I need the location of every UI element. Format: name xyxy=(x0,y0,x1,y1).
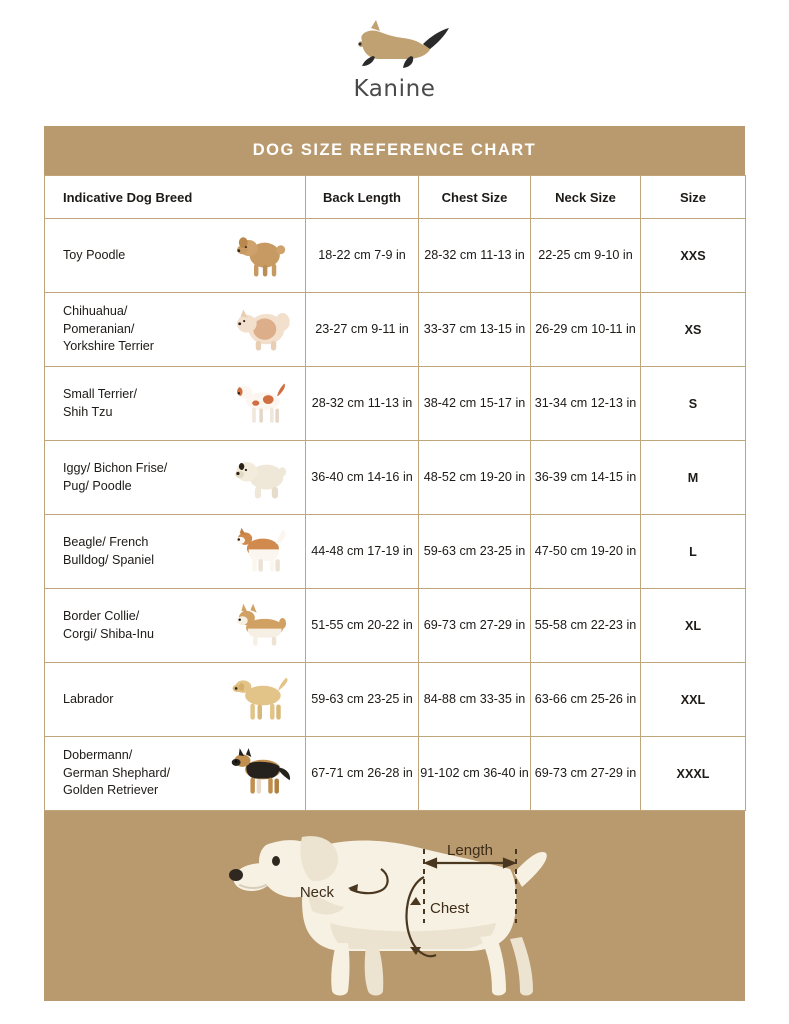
small-terrier-icon xyxy=(225,373,299,435)
table-row: Iggy/ Bichon Frise/ Pug/ Poodle xyxy=(44,440,746,515)
breed-cell: Small Terrier/ Shih Tzu xyxy=(44,366,306,441)
column-header-size: Size xyxy=(640,175,746,219)
chest-size-cell: 38-42 cm 15-17 in xyxy=(418,366,531,441)
neck-size-cell: 36-39 cm 14-15 in xyxy=(530,440,641,515)
breed-name: Chihuahua/ Pomeranian/ Yorkshire Terrier xyxy=(63,303,154,354)
table-row: Toy Poodle xyxy=(44,218,746,293)
back-length-cell: 36-40 cm 14-16 in xyxy=(305,440,419,515)
chest-label: Chest xyxy=(430,900,470,917)
size-cell: XXS xyxy=(640,218,746,293)
neck-size-cell: 55-58 cm 22-23 in xyxy=(530,588,641,663)
breed-name: Labrador xyxy=(63,691,114,706)
size-cell: XXL xyxy=(640,662,746,737)
neck-size-cell: 69-73 cm 27-29 in xyxy=(530,736,641,811)
chart-title: DOG SIZE REFERENCE CHART xyxy=(252,141,537,159)
size-cell: XXXL xyxy=(640,736,746,811)
back-length-cell: 18-22 cm 7-9 in xyxy=(305,218,419,293)
neck-size-cell: 47-50 cm 19-20 in xyxy=(530,514,641,589)
pug-icon xyxy=(225,447,299,509)
column-header-back-length: Back Length xyxy=(305,175,419,219)
german-shepherd-icon xyxy=(225,743,299,805)
breed-name: Border Collie/ Corgi/ Shiba-Inu xyxy=(63,608,155,641)
size-cell: L xyxy=(640,514,746,589)
column-header-neck-size: Neck Size xyxy=(530,175,641,219)
chest-size-cell: 69-73 cm 27-29 in xyxy=(418,588,531,663)
neck-size-cell: 26-29 cm 10-11 in xyxy=(530,292,641,367)
beagle-icon xyxy=(225,521,299,583)
back-length-cell: 51-55 cm 20-22 in xyxy=(305,588,419,663)
size-chart: DOG SIZE REFERENCE CHART Indicative Dog … xyxy=(44,126,746,1001)
breed-name: Dobermann/ German Shephard/ Golden Retri… xyxy=(63,747,171,798)
table-row: Small Terrier/ Shih Tzu xyxy=(44,366,746,441)
labrador-icon xyxy=(225,669,299,731)
measurement-diagram: Length Neck Chest xyxy=(44,811,745,1001)
neck-size-cell: 63-66 cm 25-26 in xyxy=(530,662,641,737)
chest-size-cell: 91-102 cm 36-40 in xyxy=(418,736,531,811)
table-row: Labrador xyxy=(44,662,746,737)
breed-name: Beagle/ French Bulldog/ Spaniel xyxy=(63,534,155,567)
breed-cell: Beagle/ French Bulldog/ Spaniel xyxy=(44,514,306,589)
pomeranian-icon xyxy=(225,299,299,361)
toy-poodle-icon xyxy=(225,225,299,287)
table-row: Border Collie/ Corgi/ Shiba-Inu xyxy=(44,588,746,663)
table-row: Beagle/ French Bulldog/ Spaniel xyxy=(44,514,746,589)
breed-cell: Iggy/ Bichon Frise/ Pug/ Poodle xyxy=(44,440,306,515)
size-reference-table: Indicative Dog Breed Back Length Chest S… xyxy=(44,175,746,811)
breed-cell: Labrador xyxy=(44,662,306,737)
back-length-cell: 28-32 cm 11-13 in xyxy=(305,366,419,441)
length-label: Length xyxy=(447,842,493,859)
size-cell: S xyxy=(640,366,746,441)
column-header-chest-size: Chest Size xyxy=(418,175,531,219)
breed-cell: Border Collie/ Corgi/ Shiba-Inu xyxy=(44,588,306,663)
neck-size-cell: 31-34 cm 12-13 in xyxy=(530,366,641,441)
back-length-cell: 44-48 cm 17-19 in xyxy=(305,514,419,589)
chest-size-cell: 48-52 cm 19-20 in xyxy=(418,440,531,515)
size-cell: M xyxy=(640,440,746,515)
corgi-icon xyxy=(225,595,299,657)
table-row: Dobermann/ German Shephard/ Golden Retri… xyxy=(44,736,746,811)
running-dog-logo-icon xyxy=(335,18,455,74)
breed-name: Iggy/ Bichon Frise/ Pug/ Poodle xyxy=(63,460,168,493)
brand-name: Kanine xyxy=(353,76,436,102)
breed-cell: Chihuahua/ Pomeranian/ Yorkshire Terrier xyxy=(44,292,306,367)
column-header-breed: Indicative Dog Breed xyxy=(44,175,306,219)
chest-size-cell: 33-37 cm 13-15 in xyxy=(418,292,531,367)
breed-name: Small Terrier/ Shih Tzu xyxy=(63,386,137,419)
chest-size-cell: 28-32 cm 11-13 in xyxy=(418,218,531,293)
table-row: Chihuahua/ Pomeranian/ Yorkshire Terrier xyxy=(44,292,746,367)
breed-cell: Toy Poodle xyxy=(44,218,306,293)
breed-name: Toy Poodle xyxy=(63,247,126,262)
back-length-cell: 23-27 cm 9-11 in xyxy=(305,292,419,367)
back-length-cell: 67-71 cm 26-28 in xyxy=(305,736,419,811)
back-length-cell: 59-63 cm 23-25 in xyxy=(305,662,419,737)
size-cell: XL xyxy=(640,588,746,663)
measurement-dog-diagram-icon: Length Neck Chest xyxy=(229,836,547,996)
breed-cell: Dobermann/ German Shephard/ Golden Retri… xyxy=(44,736,306,811)
chest-size-cell: 59-63 cm 23-25 in xyxy=(418,514,531,589)
neck-label: Neck xyxy=(300,884,335,901)
size-cell: XS xyxy=(640,292,746,367)
neck-size-cell: 22-25 cm 9-10 in xyxy=(530,218,641,293)
chest-size-cell: 84-88 cm 33-35 in xyxy=(418,662,531,737)
brand-header: Kanine xyxy=(0,0,789,120)
table-header-row: Indicative Dog Breed Back Length Chest S… xyxy=(44,175,746,219)
